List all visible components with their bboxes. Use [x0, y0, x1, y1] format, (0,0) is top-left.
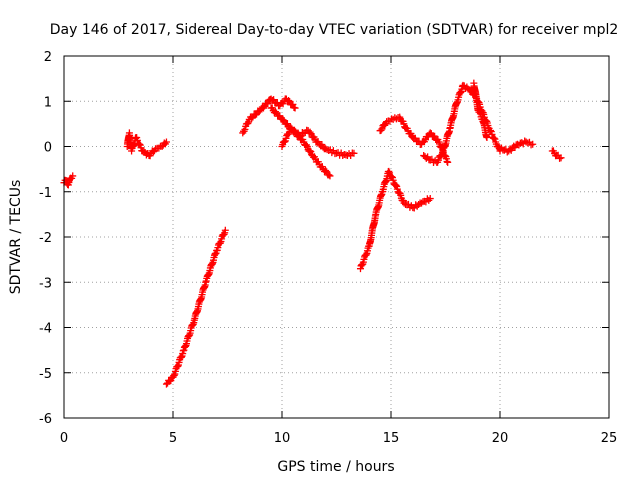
data-point-sample — [270, 96, 278, 104]
data-point-sample — [241, 125, 249, 133]
data-point — [69, 172, 77, 180]
data-point-sample — [248, 114, 256, 122]
data-point — [385, 167, 393, 175]
y-tick-label: -5 — [39, 367, 52, 382]
data-point-sample — [140, 147, 148, 155]
data-point-sample — [476, 108, 484, 116]
data-point-sample — [325, 171, 333, 179]
data-point-sample — [437, 152, 445, 160]
data-point-sample — [381, 121, 389, 129]
data-point — [326, 172, 334, 180]
data-point-sample — [244, 120, 252, 128]
x-tick-label: 15 — [383, 431, 400, 446]
ticks — [63, 55, 610, 419]
data-point — [529, 140, 537, 148]
y-tick-label: -3 — [39, 276, 52, 291]
data-point-sample — [136, 140, 144, 148]
data-points — [60, 79, 565, 388]
data-point — [444, 158, 452, 166]
grid — [64, 56, 609, 418]
x-tick-label: 10 — [274, 431, 291, 446]
data-point-sample — [388, 173, 396, 181]
data-point-sample — [303, 143, 311, 151]
x-axis-label: GPS time / hours — [277, 459, 394, 475]
data-point — [426, 129, 434, 137]
data-point — [350, 149, 358, 157]
data-point — [291, 104, 299, 112]
data-point-sample — [276, 112, 284, 120]
data-point-sample — [476, 110, 484, 118]
data-point-sample — [322, 167, 330, 175]
tick-labels: 0 5 10 15 20 25 -6 -5 -4 -3 -2 -1 0 1 2 — [39, 50, 617, 446]
data-point-sample — [271, 108, 279, 116]
data-point-sample — [306, 128, 314, 136]
x-tick-label: 20 — [492, 431, 509, 446]
x-tick-label: 25 — [601, 431, 618, 446]
data-point-sample — [285, 96, 293, 104]
data-point — [162, 138, 170, 146]
data-point-sample — [280, 117, 288, 125]
data-point — [483, 133, 491, 141]
data-point — [221, 226, 229, 234]
y-axis-label: SDTVAR / TECUs — [8, 180, 24, 295]
y-tick-label: -1 — [39, 186, 52, 201]
data-point-sample — [490, 134, 498, 142]
data-point-sample — [279, 116, 287, 124]
data-point-sample — [306, 147, 314, 155]
data-point-sample — [302, 141, 310, 149]
data-point-sample — [400, 120, 408, 128]
chart-title: Day 146 of 2017, Sidereal Day-to-day VTE… — [50, 22, 619, 38]
data-point-sample — [251, 111, 259, 119]
data-point — [557, 154, 565, 162]
data-point-sample — [428, 155, 436, 163]
data-point-sample — [377, 126, 385, 134]
y-tick-label: -6 — [39, 412, 52, 427]
data-point-sample — [307, 148, 315, 156]
data-point-sample — [264, 100, 272, 108]
data-point-sample — [378, 125, 386, 133]
data-point-sample — [431, 132, 439, 140]
data-point-sample — [434, 156, 442, 164]
y-tick-label: -2 — [39, 231, 52, 246]
x-tick-label: 5 — [169, 431, 177, 446]
y-tick-label: 0 — [44, 141, 52, 156]
x-tick-label: 0 — [60, 431, 68, 446]
y-tick-label: 1 — [44, 95, 52, 110]
data-point-sample — [289, 100, 297, 108]
y-tick-label: 2 — [44, 50, 52, 65]
data-point-sample — [439, 148, 447, 156]
y-tick-label: -4 — [39, 322, 52, 337]
data-point-sample — [281, 138, 289, 146]
data-point-sample — [392, 181, 400, 189]
data-point — [426, 195, 434, 203]
